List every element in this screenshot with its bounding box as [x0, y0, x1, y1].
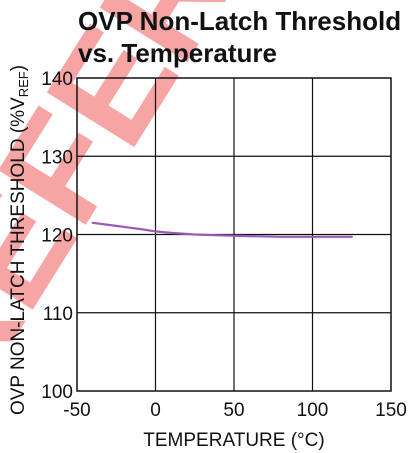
chart-title-line2: vs. Temperature [78, 38, 277, 68]
x-tick-label: 150 [375, 400, 407, 421]
y-tick-label: 130 [41, 147, 73, 168]
y-axis-label: OVP NON-LATCH THRESHOLD (%VREF) [8, 65, 31, 415]
grid [77, 78, 391, 391]
y-axis-label-close: ) [8, 65, 29, 71]
tick-labels: -50 0 50 100 150 100 110 120 130 140 [41, 69, 407, 421]
y-tick-label: 120 [41, 226, 73, 247]
x-axis-label: TEMPERATURE (°C) [143, 430, 324, 451]
x-tick-label: 100 [297, 400, 329, 421]
data-series [91, 221, 353, 238]
y-tick-label: 110 [43, 304, 73, 325]
y-tick-label: 100 [41, 382, 73, 403]
x-tick-label: 50 [223, 400, 244, 421]
x-tick-label: 0 [150, 400, 161, 421]
y-axis-label-subscript: REF [16, 71, 31, 97]
series-line [91, 221, 353, 238]
chart-title-line1: OVP Non-Latch Threshold [78, 6, 401, 36]
x-tick-label: -50 [63, 400, 90, 421]
y-axis-label-main: OVP NON-LATCH THRESHOLD (%V [8, 97, 29, 415]
y-tick-label: 140 [41, 69, 73, 90]
